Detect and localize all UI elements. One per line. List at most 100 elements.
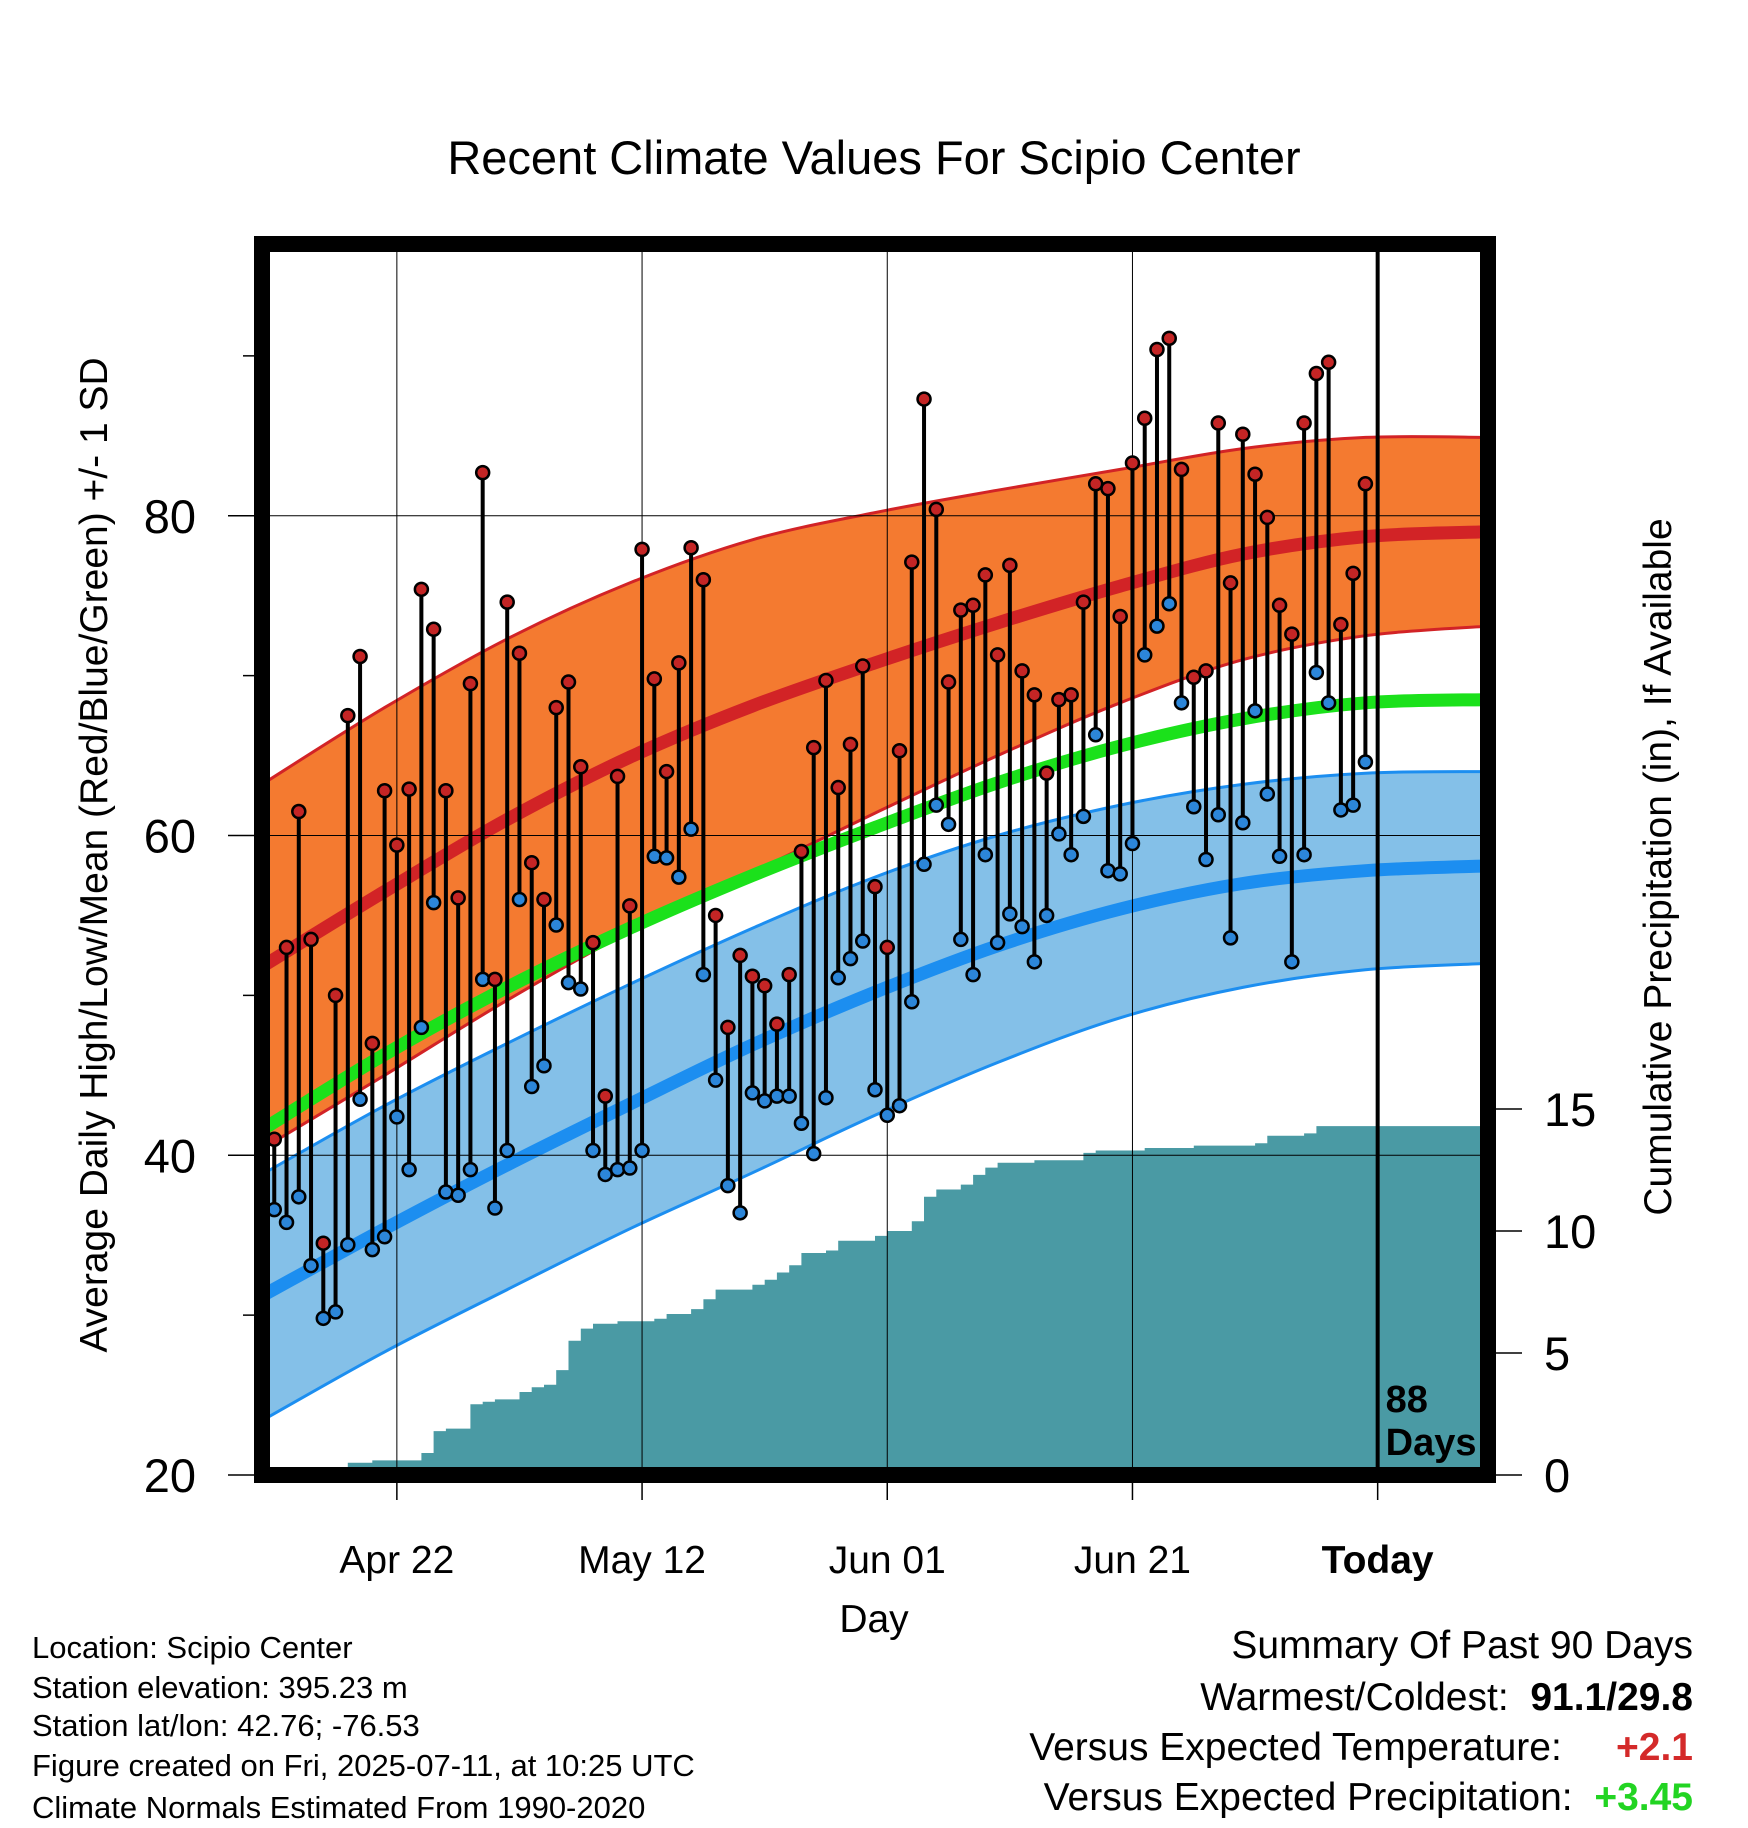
high-point [585, 934, 601, 951]
low-point [1161, 595, 1177, 612]
low-point [1014, 918, 1030, 935]
precip-value: +3.45 [1594, 1776, 1693, 1819]
low-point [1124, 835, 1141, 852]
high-point [891, 743, 908, 759]
high-point [1038, 765, 1055, 781]
low-point [720, 1177, 736, 1194]
high-point [928, 501, 945, 518]
low-point [1173, 695, 1190, 711]
high-point [732, 947, 748, 964]
high-point [818, 672, 834, 689]
low-point [1087, 727, 1104, 743]
low-point [450, 1187, 466, 1203]
precip-label: Versus Expected Precipitation: [1043, 1776, 1573, 1819]
high-point [1320, 354, 1337, 371]
warmest-coldest-label: Warmest/Coldest: [1200, 1676, 1509, 1719]
y2-axis-label: Cumulative Precipitation (in), If Availa… [1637, 518, 1680, 1215]
low-point [732, 1205, 748, 1221]
high-point [1247, 466, 1263, 482]
x-tick-label: Today [1322, 1539, 1434, 1582]
high-point [376, 783, 393, 799]
high-point [916, 391, 932, 407]
low-point [511, 891, 528, 908]
low-point [1308, 664, 1325, 681]
low-point [1038, 907, 1055, 924]
high-point [573, 759, 589, 775]
low-point [916, 856, 932, 873]
low-point [352, 1091, 368, 1108]
low-point [977, 846, 994, 863]
temp-label: Versus Expected Temperature: [1029, 1726, 1562, 1769]
high-point [523, 854, 540, 871]
high-point [1210, 415, 1227, 431]
warmest-coldest-value: 91.1/29.8 [1530, 1676, 1693, 1719]
high-point [1222, 575, 1239, 591]
high-point [989, 647, 1006, 663]
summary-heading: Summary Of Past 90 Days [1231, 1624, 1693, 1667]
high-point [646, 671, 663, 687]
low-point [830, 970, 846, 986]
summary-precip: Versus Expected Precipitation: +3.45 [1044, 1778, 1693, 1817]
high-point [781, 966, 797, 983]
high-point [303, 931, 319, 948]
low-point [1026, 954, 1043, 970]
high-point [720, 1019, 736, 1036]
high-point [1284, 626, 1300, 642]
low-point [487, 1200, 503, 1216]
low-point [695, 966, 712, 983]
x-tick-label: Apr 22 [339, 1539, 454, 1582]
low-point [1345, 797, 1361, 813]
low-point [1186, 798, 1202, 815]
low-point [818, 1089, 834, 1106]
low-point [1284, 954, 1300, 970]
high-point [462, 675, 479, 692]
low-point [1136, 647, 1153, 663]
high-point [756, 978, 773, 994]
low-point [560, 974, 577, 991]
high-point [1198, 663, 1214, 679]
high-point [1333, 616, 1349, 633]
low-point [376, 1229, 393, 1245]
high-point [1112, 608, 1128, 625]
high-point [548, 699, 564, 716]
low-point [953, 931, 969, 948]
low-point [278, 1214, 295, 1231]
low-point [499, 1142, 515, 1159]
high-point [793, 843, 810, 860]
high-point [1308, 365, 1325, 382]
high-point [1149, 341, 1165, 358]
high-point [1161, 330, 1177, 347]
high-point [695, 571, 712, 588]
high-point [389, 837, 405, 853]
low-point [634, 1142, 650, 1159]
low-point [854, 933, 871, 949]
high-point [683, 540, 699, 556]
low-point [389, 1109, 405, 1125]
low-point [1051, 826, 1067, 842]
high-point [1124, 455, 1141, 471]
high-point [278, 939, 295, 956]
chart-title: Recent Climate Values For Scipio Center [447, 131, 1300, 184]
low-point [462, 1161, 479, 1178]
high-point [352, 648, 368, 665]
high-point [1173, 461, 1190, 478]
y-tick-label: 40 [144, 1129, 196, 1182]
low-point [1259, 786, 1276, 802]
low-point [303, 1257, 319, 1274]
low-point [1271, 848, 1288, 865]
high-point [977, 567, 994, 583]
high-point [1100, 480, 1116, 497]
high-point [1014, 663, 1030, 679]
x-tick-label: May 12 [578, 1539, 706, 1582]
high-point [671, 655, 687, 671]
high-point [291, 803, 307, 820]
low-point [438, 1184, 454, 1200]
x-tick-label: Jun 21 [1074, 1539, 1191, 1582]
low-point [364, 1241, 381, 1258]
high-point [805, 739, 822, 756]
y-tick-label: 20 [144, 1449, 196, 1502]
y2-tick-label: 10 [1544, 1205, 1596, 1258]
high-point [315, 1235, 332, 1251]
low-sd-band-lower-edge [262, 961, 1488, 1422]
low-point [573, 981, 589, 997]
